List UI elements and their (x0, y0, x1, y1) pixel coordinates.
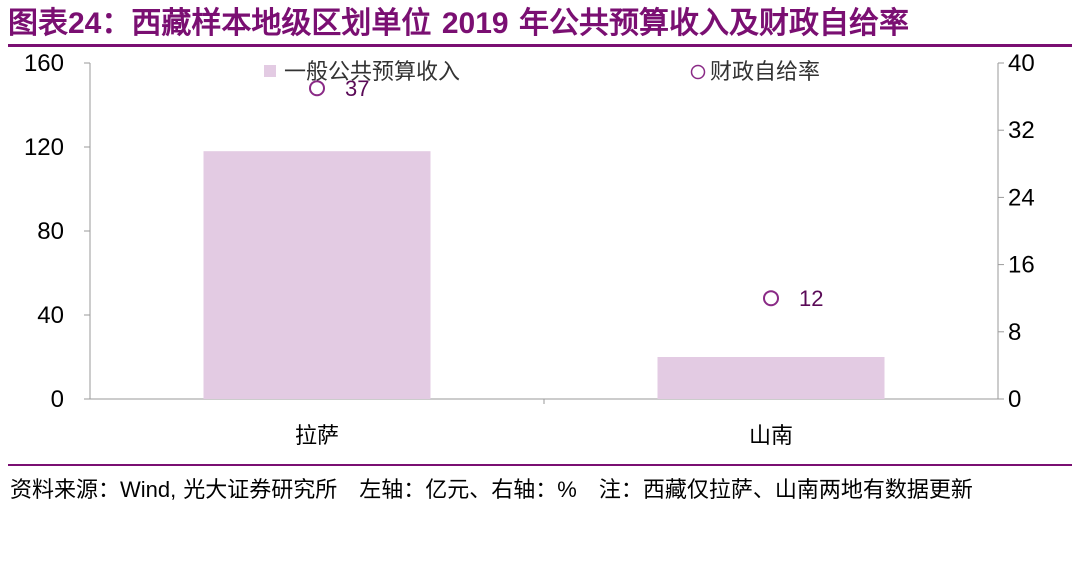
title-divider (8, 44, 1072, 47)
percent-unit: % (557, 477, 577, 502)
right-tick-label: 16 (1008, 252, 1035, 279)
footer-divider (8, 464, 1072, 466)
scatter-point (763, 290, 779, 307)
right-tick-label: 8 (1008, 319, 1021, 346)
footnote: 注：西藏仅拉萨、山南两地有数据更新 (576, 478, 973, 503)
source-note: 资料来源：Wind, 光大证券研究所 左轴：亿元、右轴：% 注：西藏仅拉萨、山南… (10, 472, 1072, 509)
title-year: 2019 (441, 7, 509, 40)
title-colon: ： (101, 6, 132, 41)
bar-series (203, 151, 885, 399)
left-tick-label: 160 (24, 50, 64, 77)
scatter-point (309, 80, 325, 97)
left-tick-label: 40 (37, 302, 64, 329)
source-label: 资料来源： (10, 478, 121, 503)
legend-swatch-point (690, 64, 706, 80)
left-tick-label: 0 (51, 386, 64, 413)
right-tick-label: 32 (1008, 117, 1035, 144)
bar (657, 357, 885, 399)
title-prefix: 图表 (8, 6, 68, 41)
left-tick-label: 120 (24, 134, 64, 161)
x-tick-label: 拉萨 (295, 424, 339, 449)
right-tick-label: 40 (1008, 50, 1035, 77)
title-number: 24 (68, 7, 102, 40)
legend-label-point: 财政自给率 (710, 60, 820, 85)
bar (203, 151, 431, 399)
right-tick-label: 0 (1008, 386, 1021, 413)
combo-chart: 37 12 0 40 80 120 160 0 8 16 24 32 40 拉萨 山南 一般公共预算收入 财… (24, 50, 1035, 449)
x-tick-label: 山南 (749, 424, 793, 449)
point-data-label: 12 (799, 286, 823, 311)
legend-label-bar: 一般公共预算收入 (284, 60, 460, 85)
source-org: 光大证券研究所 左轴：亿元、右轴： (176, 478, 558, 503)
right-tick-label: 24 (1008, 184, 1035, 211)
left-tick-label: 80 (37, 218, 64, 245)
title-suffix: 年公共预算收入及财政自给率 (519, 6, 910, 41)
point-data-label: 37 (345, 76, 369, 101)
scatter-series: 37 12 (309, 76, 823, 311)
tick-labels: 0 40 80 120 160 0 8 16 24 32 40 拉萨 山南 (24, 50, 1035, 449)
source-text: Wind, (120, 477, 177, 502)
chart-legend: 一般公共预算收入 财政自给率 (264, 60, 820, 85)
legend-swatch-bar (264, 65, 276, 77)
title-text: 西藏样本地级区划单位 (131, 6, 432, 41)
chart-title: 图表24：西藏样本地级区划单位 2019 年公共预算收入及财政自给率 (8, 4, 1072, 44)
